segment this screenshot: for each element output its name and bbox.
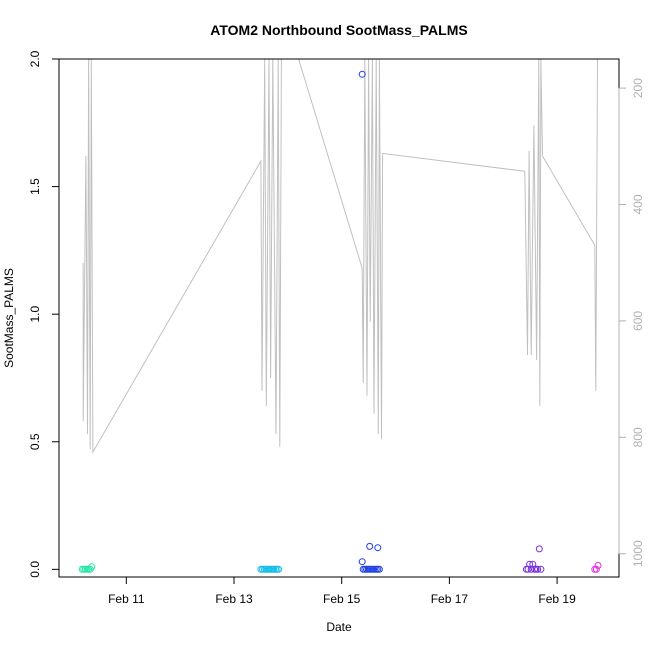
secondary-tick-label: 200 <box>631 78 645 98</box>
altitude-trace-line <box>82 58 598 454</box>
data-point <box>275 565 283 573</box>
x-tick-label: Feb 17 <box>431 592 469 606</box>
data-point <box>375 565 383 573</box>
data-point <box>358 70 366 78</box>
data-point <box>366 542 374 550</box>
secondary-tick-label: 600 <box>631 311 645 331</box>
y-tick-label: 2.0 <box>28 50 42 67</box>
x-axis: Feb 11 Feb 13 Feb 15 Feb 17 Feb 19 <box>108 576 576 606</box>
secondary-y-axis: 200 400 600 800 1000 <box>618 78 645 567</box>
x-tick-label: Feb 15 <box>323 592 361 606</box>
x-tick-label: Feb 11 <box>108 592 145 606</box>
x-axis-label: Date <box>326 620 352 634</box>
chart-title: ATOM2 Northbound SootMass_PALMS <box>210 22 467 38</box>
secondary-tick-label: 800 <box>631 427 645 447</box>
secondary-tick-label: 400 <box>631 194 645 214</box>
y-axis-label: SootMass_PALMS <box>2 268 16 368</box>
data-point <box>374 544 382 552</box>
y-tick-label: 1.0 <box>28 306 42 323</box>
data-point <box>535 545 543 553</box>
data-point <box>88 563 96 571</box>
secondary-tick-label: 1000 <box>631 540 645 567</box>
y-tick-label: 0.0 <box>28 561 42 578</box>
data-points <box>78 70 602 573</box>
y-tick-label: 0.5 <box>28 433 42 450</box>
data-point <box>534 565 542 573</box>
x-tick-label: Feb 13 <box>215 592 253 606</box>
y-axis: 0.0 0.5 1.0 1.5 2.0 <box>28 50 60 578</box>
data-point <box>592 565 600 573</box>
y-tick-label: 1.5 <box>28 178 42 195</box>
data-point <box>537 565 545 573</box>
data-point <box>358 558 366 566</box>
x-tick-label: Feb 19 <box>538 592 576 606</box>
data-point <box>594 562 602 569</box>
plot-frame <box>58 58 620 578</box>
altitude-trace <box>82 58 598 454</box>
